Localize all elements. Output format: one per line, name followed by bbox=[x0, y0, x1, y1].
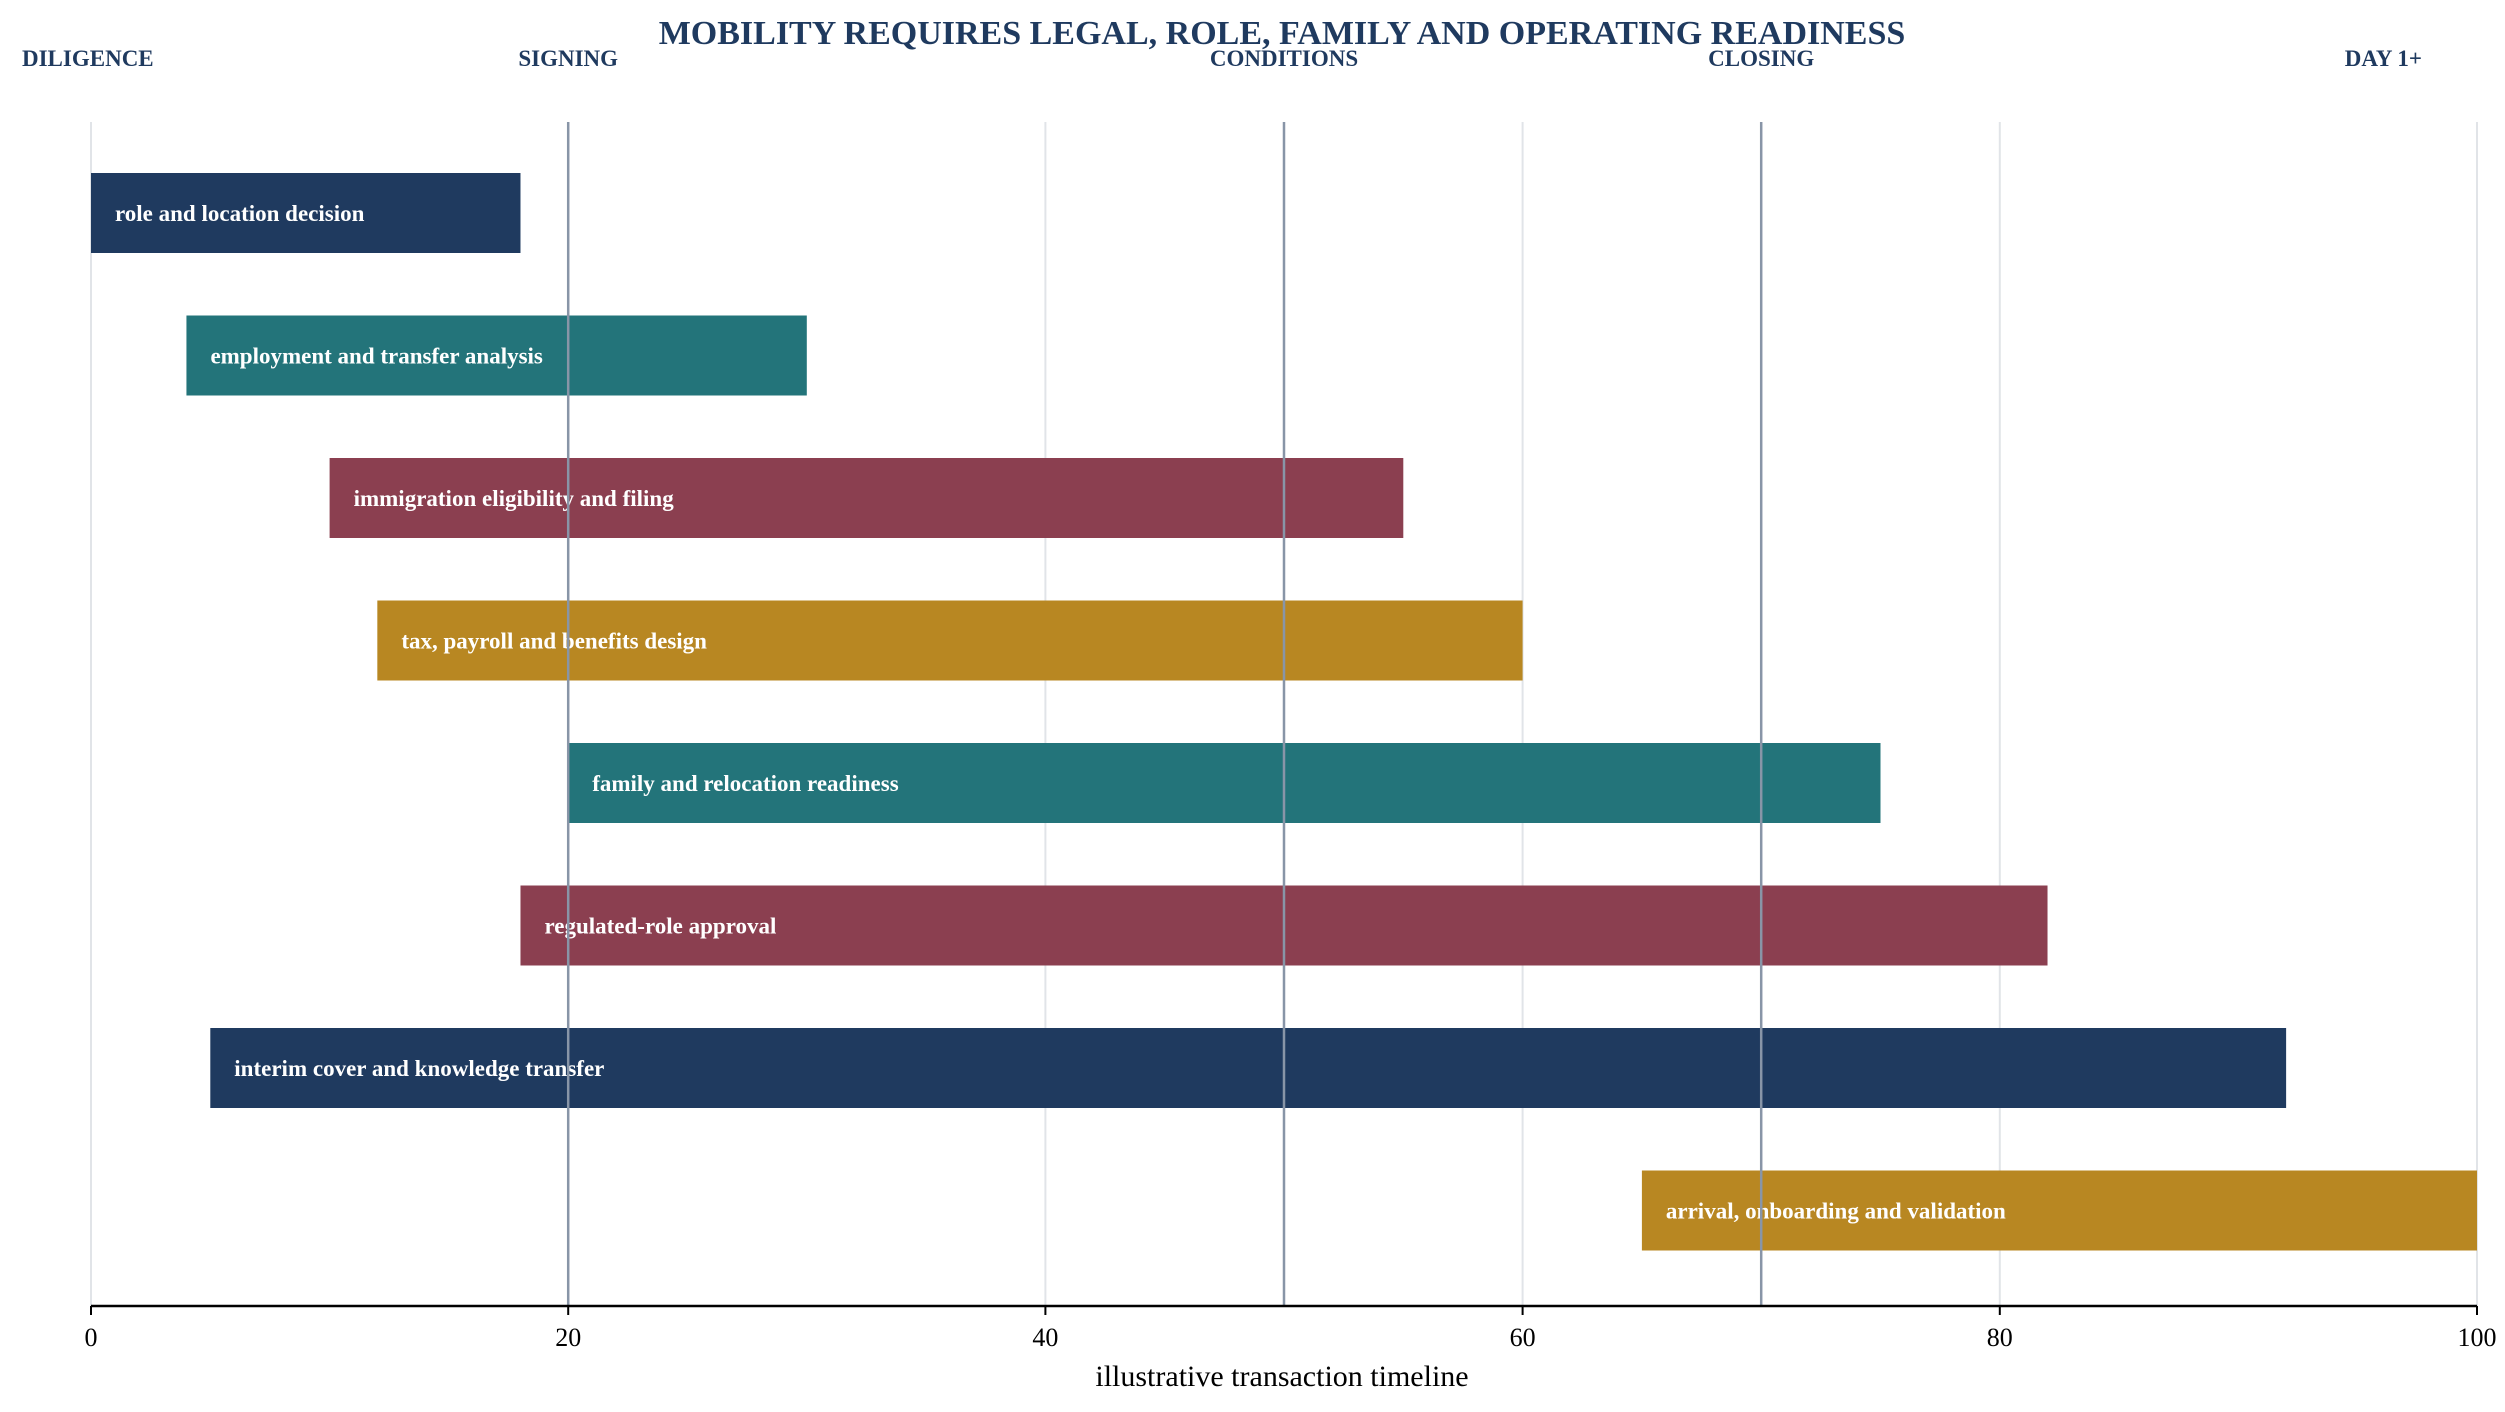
chart-title: MOBILITY REQUIRES LEGAL, ROLE, FAMILY AN… bbox=[659, 15, 1906, 52]
x-axis: 0 20 40 60 80 100 bbox=[85, 1304, 2497, 1352]
phase-label-day-1-: DAY 1+ bbox=[2345, 46, 2422, 71]
bar-8 bbox=[1641, 1170, 2477, 1251]
bar-label-5: family and relocation readiness bbox=[592, 771, 899, 796]
x-tick-label-60: 60 bbox=[1510, 1323, 1536, 1352]
phase-lines-layer bbox=[566, 122, 1763, 1306]
bar-label-4: tax, payroll and benefits design bbox=[401, 629, 707, 654]
phase-label-diligence: DILIGENCE bbox=[22, 46, 154, 71]
bar-7 bbox=[210, 1028, 2287, 1108]
phase-label-conditions: CONDITIONS bbox=[1210, 46, 1358, 71]
bar-1 bbox=[91, 173, 521, 253]
phase-label-closing: CLOSING bbox=[1708, 46, 1814, 71]
bar-label-8: arrival, onboarding and validation bbox=[1666, 1199, 2006, 1224]
bar-2 bbox=[186, 315, 807, 396]
phase-label-signing: SIGNING bbox=[518, 46, 618, 71]
bar-label-6: regulated-role approval bbox=[544, 914, 776, 939]
bar-3 bbox=[329, 458, 1404, 538]
x-axis-label: illustrative transaction timeline bbox=[1095, 1360, 1468, 1393]
x-tick-label-80: 80 bbox=[1987, 1323, 2013, 1352]
bar-5 bbox=[568, 743, 1881, 823]
bar-label-2: employment and transfer analysis bbox=[210, 344, 542, 369]
bar-label-7: interim cover and knowledge transfer bbox=[234, 1056, 604, 1081]
x-tick-label-40: 40 bbox=[1032, 1323, 1058, 1352]
bar-label-1: role and location decision bbox=[115, 201, 365, 226]
x-tick-label-0: 0 bbox=[85, 1323, 98, 1352]
phase-labels-layer: DILIGENCE SIGNING CONDITIONS CLOSING DAY 1+ bbox=[22, 46, 2422, 71]
bar-label-3: immigration eligibility and filing bbox=[354, 486, 675, 511]
x-tick-label-100: 100 bbox=[2458, 1323, 2497, 1352]
x-tick-label-20: 20 bbox=[555, 1323, 581, 1352]
